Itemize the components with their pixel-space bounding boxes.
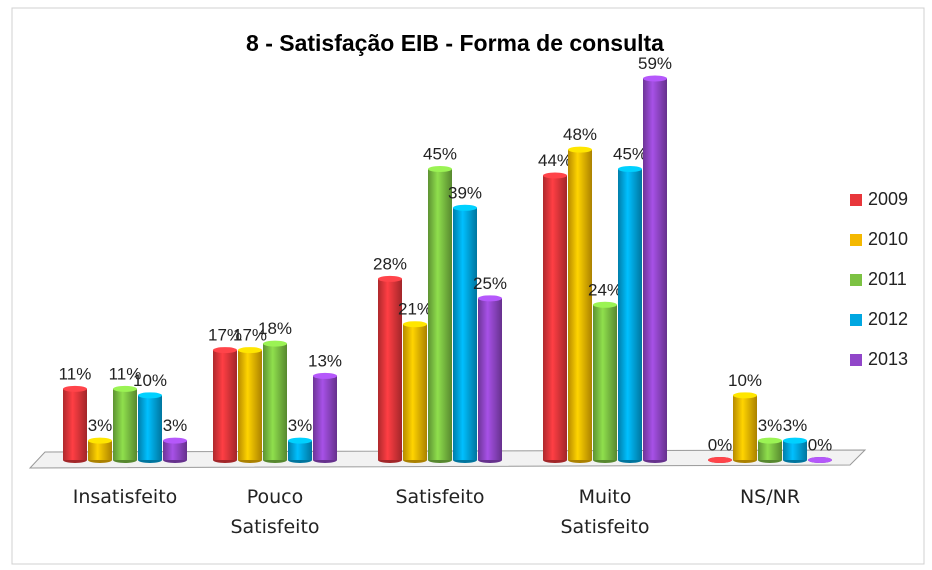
bar-top bbox=[138, 392, 162, 399]
bar-top bbox=[88, 437, 112, 444]
data-label: 24% bbox=[588, 280, 622, 299]
bar bbox=[758, 440, 782, 460]
legend-swatch bbox=[850, 274, 862, 286]
bar-top bbox=[758, 437, 782, 444]
data-label: 28% bbox=[373, 254, 407, 273]
data-label: 3% bbox=[288, 416, 313, 435]
bar bbox=[138, 395, 162, 460]
bar-top bbox=[63, 385, 87, 392]
x-tick-label: Pouco Satisfeito bbox=[230, 486, 320, 538]
x-tick-label: NS/NR bbox=[739, 486, 801, 508]
bar-top bbox=[428, 166, 452, 172]
bar-top bbox=[478, 295, 502, 302]
data-label: 10% bbox=[728, 371, 762, 390]
bar bbox=[783, 440, 807, 460]
data-label: 21% bbox=[398, 300, 432, 319]
data-label: 44% bbox=[538, 151, 572, 170]
legend-label: 2010 bbox=[868, 229, 908, 249]
x-tick-label: Muito Satisfeito bbox=[560, 486, 650, 538]
bar-top bbox=[213, 347, 237, 354]
legend-swatch bbox=[850, 314, 862, 326]
legend-swatch bbox=[850, 194, 862, 206]
bar bbox=[568, 149, 592, 460]
data-label: 3% bbox=[88, 416, 113, 435]
bar-top bbox=[568, 146, 592, 153]
bar bbox=[618, 169, 642, 460]
bar-top bbox=[543, 172, 567, 179]
bar bbox=[428, 169, 452, 460]
data-label: 11% bbox=[59, 364, 92, 383]
bar bbox=[88, 440, 112, 460]
data-label: 48% bbox=[563, 125, 597, 144]
bar-top bbox=[453, 204, 477, 211]
legend-label: 2009 bbox=[868, 189, 908, 209]
data-label: 59% bbox=[638, 54, 672, 73]
bar-top bbox=[113, 385, 137, 392]
bar-top bbox=[593, 301, 617, 308]
data-label: 3% bbox=[163, 416, 188, 435]
bar-top bbox=[288, 437, 312, 444]
bar bbox=[63, 388, 87, 460]
bar bbox=[453, 207, 477, 460]
bar bbox=[113, 388, 137, 460]
legend-label: 2011 bbox=[868, 269, 907, 289]
bar bbox=[403, 324, 427, 460]
data-label: 17% bbox=[208, 326, 242, 345]
bar-top bbox=[643, 75, 667, 82]
bar bbox=[593, 304, 617, 460]
bar bbox=[263, 343, 287, 460]
data-label: 11% bbox=[109, 364, 142, 383]
legend-label: 2013 bbox=[868, 349, 908, 369]
data-label: 0% bbox=[708, 435, 733, 454]
data-label: 0% bbox=[808, 435, 833, 454]
bar-top bbox=[238, 347, 262, 354]
bar-top bbox=[263, 340, 287, 347]
data-label: 39% bbox=[448, 183, 482, 202]
legend-label: 2012 bbox=[868, 309, 908, 329]
bar-top bbox=[708, 457, 732, 463]
bar-top bbox=[163, 437, 187, 444]
data-label: 10% bbox=[133, 371, 167, 390]
data-label: 17% bbox=[233, 326, 267, 345]
data-label: 45% bbox=[423, 144, 457, 163]
bar bbox=[478, 298, 502, 460]
bar bbox=[313, 375, 337, 460]
bar bbox=[163, 440, 187, 460]
data-label: 25% bbox=[473, 274, 507, 293]
data-label: 3% bbox=[758, 416, 783, 435]
bar-top bbox=[403, 321, 427, 328]
bar-top bbox=[783, 437, 807, 444]
x-tick-label: Satisfeito bbox=[395, 486, 485, 508]
legend-swatch bbox=[850, 354, 862, 366]
x-tick-label: Insatisfeito bbox=[72, 486, 178, 508]
bar-top bbox=[378, 275, 402, 282]
data-label: 18% bbox=[258, 319, 292, 338]
bar bbox=[288, 440, 312, 460]
bar-top bbox=[733, 392, 757, 399]
bar bbox=[213, 350, 237, 460]
bar bbox=[238, 350, 262, 460]
data-label: 3% bbox=[783, 416, 808, 435]
bar-top bbox=[313, 372, 337, 379]
data-label: 45% bbox=[613, 144, 647, 163]
bar bbox=[543, 175, 567, 460]
bar bbox=[733, 395, 757, 460]
bar bbox=[643, 78, 667, 460]
data-label: 13% bbox=[308, 351, 342, 370]
legend-swatch bbox=[850, 234, 862, 246]
bar-top bbox=[618, 166, 642, 172]
bar-top bbox=[808, 457, 832, 463]
chart-title: 8 - Satisfação EIB - Forma de consulta bbox=[246, 30, 664, 56]
bar bbox=[378, 278, 402, 460]
